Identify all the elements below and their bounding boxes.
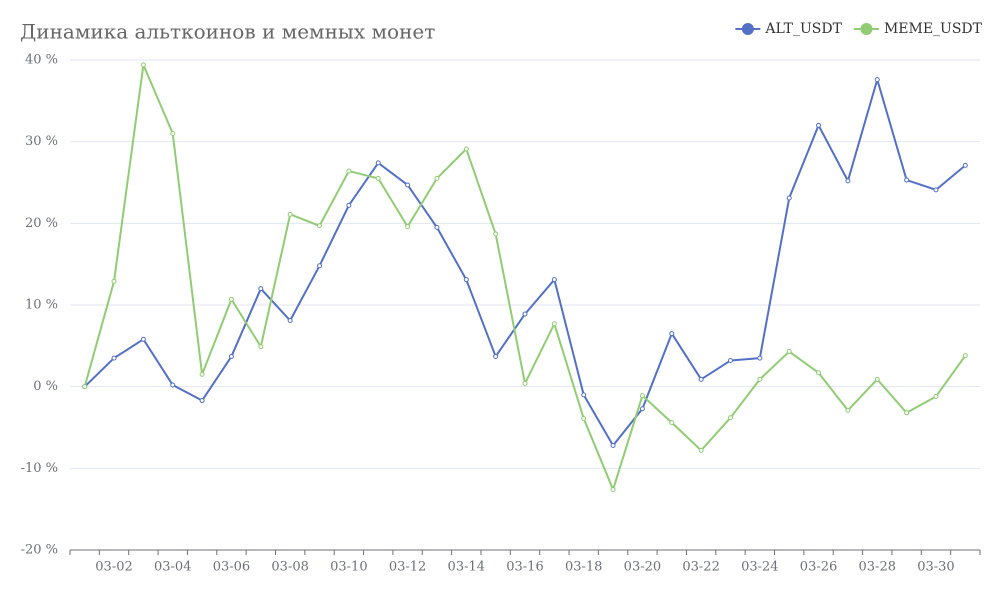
- data-point: [698, 447, 704, 453]
- data-point: [727, 358, 733, 364]
- legend-label[interactable]: MEME_USDT: [884, 21, 983, 37]
- data-point: [962, 162, 968, 168]
- data-point: [82, 384, 88, 390]
- data-point: [199, 371, 205, 377]
- y-tick-label: -20 %: [21, 543, 58, 558]
- data-point: [698, 376, 704, 382]
- data-point: [434, 224, 440, 230]
- data-point: [845, 178, 851, 184]
- data-point: [375, 160, 381, 166]
- data-point: [375, 175, 381, 181]
- x-tick-label: 03-06: [213, 560, 250, 575]
- data-point: [258, 344, 264, 350]
- y-tick-label: 30 %: [25, 134, 58, 149]
- x-tick-label: 03-12: [389, 560, 426, 575]
- x-tick-label: 03-20: [624, 560, 661, 575]
- data-point: [816, 370, 822, 376]
- x-tick-label: 03-18: [565, 560, 602, 575]
- data-point: [493, 231, 499, 237]
- data-point: [140, 336, 146, 342]
- data-point: [874, 77, 880, 83]
- data-point: [551, 321, 557, 327]
- data-point: [610, 487, 616, 493]
- data-point: [199, 398, 205, 404]
- data-point: [639, 406, 645, 412]
- data-point: [904, 177, 910, 183]
- y-tick-label: 40 %: [25, 53, 58, 68]
- x-tick-label: 03-10: [330, 560, 367, 575]
- data-point: [757, 355, 763, 361]
- data-point: [757, 376, 763, 382]
- data-point: [228, 296, 234, 302]
- data-point: [317, 223, 323, 229]
- data-point: [346, 168, 352, 174]
- data-point: [933, 187, 939, 193]
- data-point: [581, 392, 587, 398]
- data-point: [816, 122, 822, 128]
- data-point: [610, 442, 616, 448]
- data-point: [727, 415, 733, 421]
- data-point: [111, 278, 117, 284]
- x-tick-label: 03-02: [95, 560, 132, 575]
- data-point: [581, 416, 587, 422]
- data-point: [522, 311, 528, 317]
- data-point: [405, 224, 411, 230]
- y-tick-label: 10 %: [25, 298, 58, 313]
- data-point: [493, 353, 499, 359]
- data-point: [228, 353, 234, 359]
- data-point: [933, 393, 939, 399]
- data-point: [522, 380, 528, 386]
- y-tick-label: -10 %: [21, 461, 58, 476]
- data-point: [669, 420, 675, 426]
- data-point: [463, 146, 469, 152]
- x-tick-label: 03-26: [800, 560, 837, 575]
- data-point: [346, 202, 352, 208]
- data-point: [140, 62, 146, 68]
- data-point: [111, 355, 117, 361]
- legend-label[interactable]: ALT_USDT: [764, 21, 842, 37]
- data-point: [962, 353, 968, 359]
- x-tick-label: 03-28: [859, 560, 896, 575]
- x-tick-label: 03-22: [682, 560, 719, 575]
- x-tick-label: 03-16: [506, 560, 543, 575]
- x-tick-label: 03-30: [917, 560, 954, 575]
- legend-marker[interactable]: [741, 23, 754, 35]
- data-point: [434, 175, 440, 181]
- x-tick-label: 03-08: [271, 560, 308, 575]
- data-point: [874, 376, 880, 382]
- x-tick-label: 03-24: [741, 560, 778, 575]
- data-point: [904, 410, 910, 416]
- y-tick-label: 20 %: [25, 216, 58, 231]
- x-tick-label: 03-14: [448, 560, 485, 575]
- data-point: [405, 182, 411, 188]
- data-point: [287, 211, 293, 217]
- data-point: [463, 277, 469, 283]
- data-point: [287, 318, 293, 324]
- data-point: [669, 331, 675, 337]
- data-point: [317, 263, 323, 269]
- data-point: [845, 407, 851, 413]
- data-point: [639, 393, 645, 399]
- chart-title: Динамика альткоинов и мемных монет: [20, 20, 435, 44]
- data-point: [551, 277, 557, 283]
- data-point: [170, 382, 176, 388]
- data-point: [258, 286, 264, 292]
- series-line: [83, 63, 967, 491]
- y-tick-label: 0 %: [33, 379, 58, 394]
- data-point: [786, 349, 792, 355]
- x-tick-label: 03-04: [154, 560, 191, 575]
- data-point: [786, 195, 792, 201]
- legend-marker[interactable]: [860, 23, 873, 35]
- data-point: [170, 131, 176, 136]
